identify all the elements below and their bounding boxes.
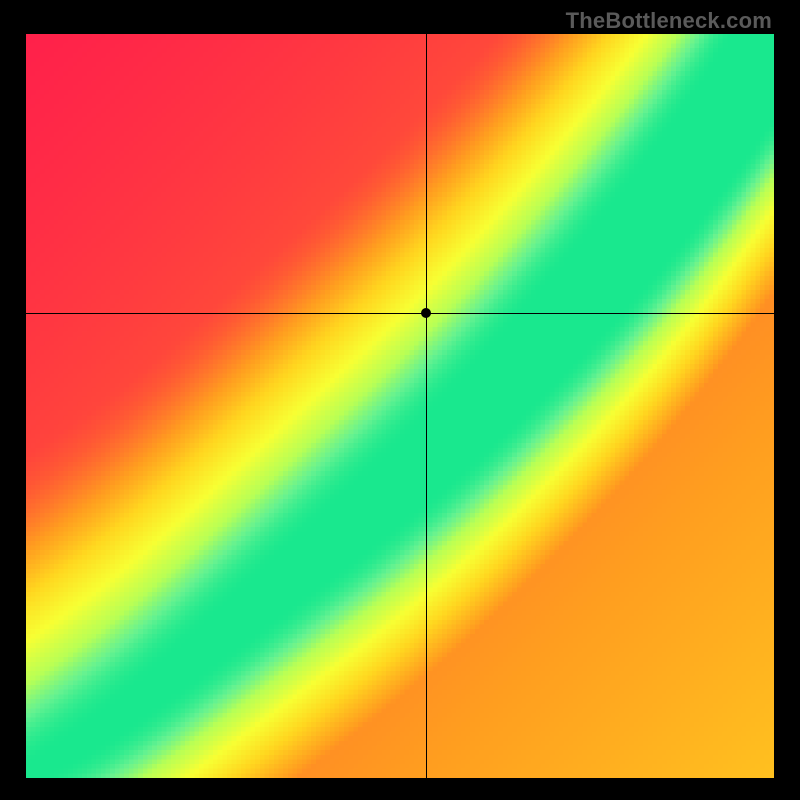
plot-area (26, 34, 774, 778)
watermark-text: TheBottleneck.com (566, 8, 772, 34)
chart-container: TheBottleneck.com (0, 0, 800, 800)
crosshair-horizontal (26, 313, 774, 314)
crosshair-vertical (426, 34, 427, 778)
heatmap-canvas (26, 34, 774, 778)
